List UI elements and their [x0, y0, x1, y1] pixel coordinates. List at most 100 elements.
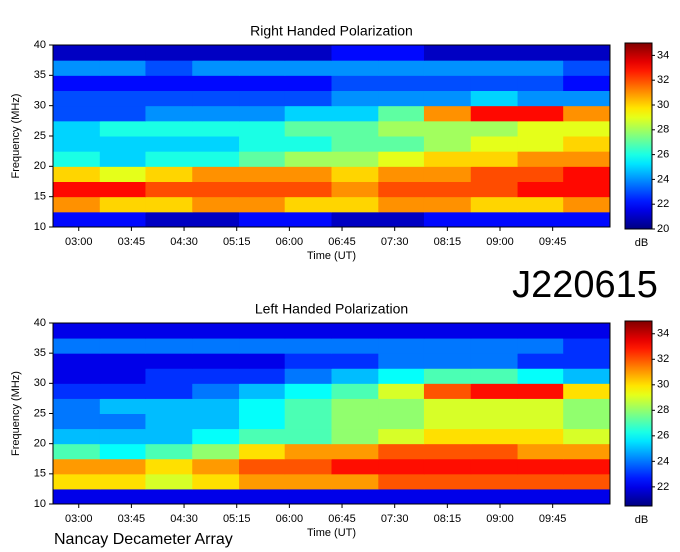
heat-cell	[563, 458, 611, 475]
heat-cell	[331, 120, 379, 137]
heat-cell	[99, 353, 146, 369]
heat-cell	[145, 211, 193, 228]
colorbar-tick-label: 22	[657, 481, 669, 493]
heat-cell	[331, 338, 379, 354]
heat-cell	[470, 473, 519, 490]
heat-cell	[53, 75, 101, 91]
heat-cell	[99, 323, 146, 339]
heat-cell	[517, 338, 564, 354]
heat-cell	[239, 211, 286, 228]
heat-cell	[563, 105, 611, 122]
y-tick-label: 10	[34, 221, 46, 233]
colorbar-tick-label: 26	[657, 430, 669, 442]
colorbar-tick-label: 22	[657, 198, 669, 210]
heat-cell	[517, 398, 564, 414]
heat-cell	[423, 443, 472, 460]
heat-cell	[423, 323, 472, 339]
heat-cell	[145, 353, 193, 369]
heat-cell	[99, 338, 146, 354]
colorbar-tick-label: 32	[657, 74, 669, 86]
heat-cell	[378, 338, 425, 354]
heat-cell	[145, 473, 193, 490]
heat-cell	[145, 428, 193, 445]
heat-cell	[145, 383, 193, 399]
heat-cell	[470, 428, 519, 445]
heat-cell	[423, 60, 472, 76]
heat-cell	[470, 60, 519, 76]
heat-cell	[239, 75, 286, 91]
heat-cell	[423, 120, 472, 137]
heat-cell	[423, 398, 472, 414]
heat-cell	[331, 90, 379, 107]
heat-cell	[239, 166, 286, 182]
heat-cell	[53, 353, 101, 369]
heat-cell	[378, 45, 425, 61]
heat-cell	[192, 60, 240, 76]
heat-cell	[423, 413, 472, 430]
heat-cell	[563, 90, 611, 107]
heat-cell	[53, 90, 101, 107]
colorbar-tick-label: 30	[657, 379, 669, 391]
heat-cell	[423, 196, 472, 213]
heat-cell	[331, 413, 379, 430]
heat-cell	[284, 211, 332, 228]
heat-cell	[145, 45, 193, 61]
colorbar-tick-label: 32	[657, 353, 669, 365]
heat-cell	[378, 105, 425, 122]
heat-cell	[53, 151, 101, 167]
heat-cell	[563, 60, 611, 76]
heat-cell	[239, 90, 286, 107]
x-tick-label: 07:30	[381, 513, 409, 525]
heat-cell	[284, 136, 332, 152]
heat-cell	[563, 398, 611, 414]
heat-cell	[517, 60, 564, 76]
heat-cell	[517, 353, 564, 369]
heat-cell	[517, 458, 564, 475]
heat-cell	[53, 383, 101, 399]
heat-cell	[563, 413, 611, 430]
heat-cell	[145, 166, 193, 182]
heat-cell	[331, 428, 379, 445]
heat-cell	[563, 443, 611, 460]
x-tick-label: 06:00	[276, 513, 304, 525]
heat-cell	[192, 196, 240, 213]
heat-cell	[470, 398, 519, 414]
heat-cell	[192, 75, 240, 91]
heat-cell	[423, 428, 472, 445]
heat-cell	[470, 196, 519, 213]
heat-cell	[517, 151, 564, 167]
heat-cell	[239, 488, 286, 505]
heat-cell	[284, 368, 332, 384]
heat-cell	[563, 338, 611, 354]
heat-cell	[239, 181, 286, 198]
heat-cell	[99, 428, 146, 445]
heat-cell	[563, 75, 611, 91]
heat-cell	[423, 488, 472, 505]
y-tick-label: 30	[34, 377, 46, 389]
heat-cell	[470, 120, 519, 137]
heat-cell	[517, 488, 564, 505]
heat-cell	[99, 136, 146, 152]
heat-cell	[423, 90, 472, 107]
heat-cell	[470, 383, 519, 399]
heat-cell	[53, 338, 101, 354]
x-tick-label: 05:15	[223, 513, 251, 525]
heat-cell	[563, 473, 611, 490]
colorbar-tick-label: 20	[657, 223, 669, 235]
heat-cell	[470, 105, 519, 122]
heat-cell	[192, 211, 240, 228]
colorbar-tick-label: 34	[657, 328, 669, 340]
heat-cell	[378, 458, 425, 475]
heat-cell	[423, 383, 472, 399]
heat-cell	[378, 473, 425, 490]
heat-cell	[192, 458, 240, 475]
heat-cell	[145, 488, 193, 505]
heat-cell	[145, 90, 193, 107]
heat-cell	[145, 338, 193, 354]
heat-cell	[192, 136, 240, 152]
heat-cell	[517, 136, 564, 152]
heat-cell	[517, 75, 564, 91]
heat-cell	[145, 443, 193, 460]
colorbar-tick-label: 28	[657, 124, 669, 136]
heat-cell	[378, 181, 425, 198]
